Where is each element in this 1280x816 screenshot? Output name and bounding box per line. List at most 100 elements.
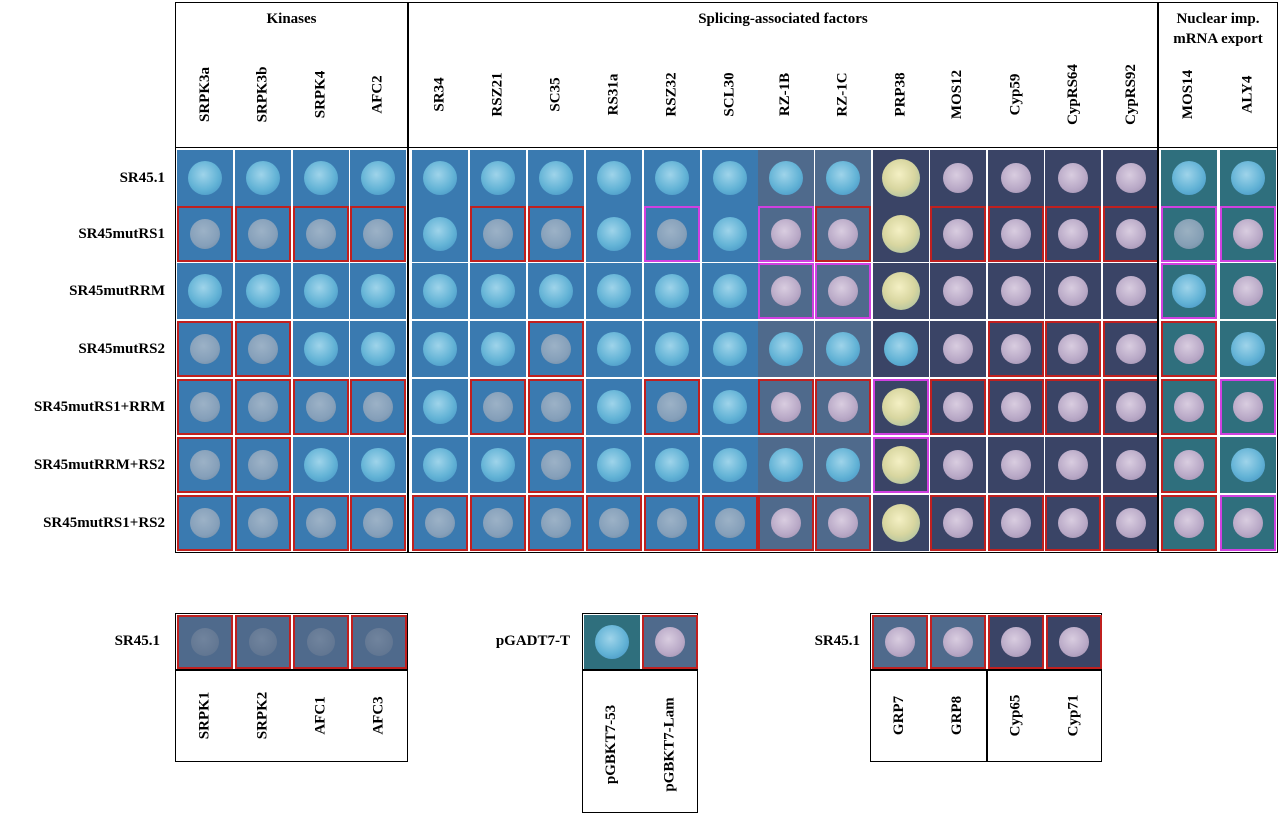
plate-cell bbox=[758, 437, 814, 493]
plate-cell bbox=[1045, 206, 1101, 262]
column-afc3: AFC3 bbox=[370, 695, 387, 735]
yeast-colony bbox=[597, 161, 631, 195]
yeast-colony bbox=[1001, 508, 1031, 538]
plate-cell bbox=[1103, 321, 1159, 377]
plate-cell bbox=[815, 379, 871, 435]
column-srpk3a: SRPK3a bbox=[196, 66, 213, 122]
plate-cell bbox=[1103, 379, 1159, 435]
splicing-group-box bbox=[408, 2, 1158, 148]
plate-cell bbox=[930, 379, 986, 435]
yeast-colony bbox=[423, 161, 457, 195]
column-sr34: SR34 bbox=[431, 76, 448, 112]
plate-cell bbox=[177, 495, 233, 551]
plate-cell bbox=[1220, 495, 1276, 551]
plate-cell bbox=[930, 150, 986, 206]
yeast-colony bbox=[885, 627, 915, 657]
group-nuclear-line2: mRNA export bbox=[1173, 31, 1263, 47]
plate-cell bbox=[815, 150, 871, 206]
yeast-colony bbox=[248, 334, 278, 364]
plate-cell bbox=[293, 263, 349, 319]
plate-cell bbox=[412, 206, 468, 262]
yeast-colony bbox=[1174, 450, 1204, 480]
group-nuclear-line1: Nuclear imp. bbox=[1176, 11, 1260, 27]
yeast-colony bbox=[943, 627, 973, 657]
column-pgbkt7-53: pGBKT7-53 bbox=[603, 704, 620, 785]
yeast-colony bbox=[481, 274, 515, 308]
plate-cell bbox=[293, 615, 349, 669]
plate-cell bbox=[177, 321, 233, 377]
plate-cell bbox=[815, 263, 871, 319]
yeast-colony bbox=[365, 628, 393, 656]
plate-cell bbox=[873, 263, 929, 319]
yeast-colony bbox=[771, 508, 801, 538]
plate-cell bbox=[644, 321, 700, 377]
yeast-colony bbox=[541, 392, 571, 422]
yeast-colony bbox=[1058, 450, 1088, 480]
yeast-colony bbox=[1174, 392, 1204, 422]
plate-cell bbox=[528, 263, 584, 319]
plate-cell bbox=[1103, 263, 1159, 319]
plate-cell bbox=[412, 150, 468, 206]
yeast-colony bbox=[713, 217, 747, 251]
divider bbox=[986, 669, 988, 762]
yeast-colony bbox=[483, 508, 513, 538]
plate-cell bbox=[873, 379, 929, 435]
plate-cell bbox=[528, 321, 584, 377]
yeast-colony bbox=[541, 508, 571, 538]
yeast-colony bbox=[882, 272, 920, 310]
plate-cell bbox=[988, 495, 1044, 551]
plate-cell bbox=[758, 150, 814, 206]
plate-cell bbox=[177, 379, 233, 435]
plate-cell bbox=[815, 437, 871, 493]
plate-cell bbox=[586, 379, 642, 435]
plate-cell bbox=[293, 379, 349, 435]
yeast-colony bbox=[363, 392, 393, 422]
plate-cell bbox=[350, 379, 406, 435]
column-rsz32: RSZ32 bbox=[663, 71, 680, 117]
yeast-colony bbox=[655, 627, 685, 657]
yeast-colony bbox=[539, 274, 573, 308]
plate-cell bbox=[293, 206, 349, 262]
plate-border-kinases bbox=[175, 148, 408, 553]
plate-cell bbox=[1045, 321, 1101, 377]
row-label: SR45mutRRM+RS2 bbox=[33, 457, 165, 473]
row-label: SR45mutRS1 bbox=[78, 226, 165, 242]
plate-cell bbox=[1220, 263, 1276, 319]
plate-cell bbox=[235, 263, 291, 319]
yeast-colony bbox=[943, 508, 973, 538]
yeast-colony bbox=[1172, 274, 1206, 308]
yeast-colony bbox=[423, 390, 457, 424]
plate-cell bbox=[177, 263, 233, 319]
yeast-colony bbox=[713, 448, 747, 482]
plate-cell bbox=[702, 437, 758, 493]
column-rsz21: RSZ21 bbox=[489, 71, 506, 117]
plate-cell bbox=[758, 495, 814, 551]
yeast-colony bbox=[361, 274, 395, 308]
column-cyp59: Cyp59 bbox=[1007, 73, 1024, 115]
yeast-colony bbox=[1058, 392, 1088, 422]
column-cyprs64: CypRS64 bbox=[1064, 63, 1081, 125]
yeast-colony bbox=[599, 508, 629, 538]
plate-cell bbox=[1161, 206, 1217, 262]
yeast-colony bbox=[248, 392, 278, 422]
plate-cell bbox=[1103, 495, 1159, 551]
plate-cell bbox=[350, 495, 406, 551]
group-splicing: Splicing-associated factors bbox=[698, 11, 868, 27]
yeast-colony bbox=[306, 508, 336, 538]
column-srpk2: SRPK2 bbox=[254, 691, 271, 739]
plate-cell bbox=[1220, 379, 1276, 435]
plate-cell bbox=[642, 615, 698, 669]
plate-cell bbox=[930, 437, 986, 493]
yeast-colony bbox=[423, 332, 457, 366]
yeast-colony bbox=[1001, 450, 1031, 480]
plate-cell bbox=[758, 321, 814, 377]
plate-cell bbox=[758, 263, 814, 319]
yeast-colony bbox=[246, 274, 280, 308]
row-label: SR45mutRS1+RS2 bbox=[43, 515, 165, 531]
plate-cell bbox=[412, 495, 468, 551]
group-kinases: Kinases bbox=[266, 11, 317, 27]
plate-cell bbox=[470, 379, 526, 435]
yeast-colony bbox=[1116, 163, 1146, 193]
yeast-colony bbox=[943, 392, 973, 422]
plate-cell bbox=[1045, 263, 1101, 319]
